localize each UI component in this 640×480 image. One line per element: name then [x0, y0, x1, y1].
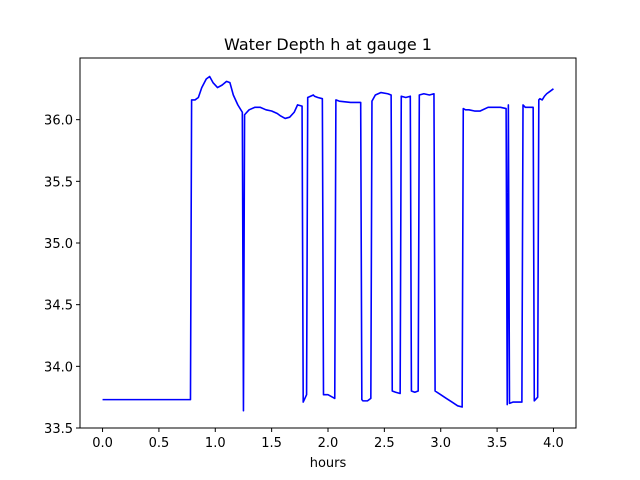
y-tick-label: 34.0: [44, 360, 73, 375]
x-axis-label: hours: [310, 456, 347, 471]
x-tick-label: 4.0: [543, 436, 564, 451]
x-tick-label: 1.0: [205, 436, 226, 451]
x-tick-label: 2.0: [318, 436, 339, 451]
y-tick-label: 36.0: [44, 114, 73, 129]
y-axis: 33.5 34.0 34.5 35.0 35.5 36.0: [44, 114, 80, 437]
x-tick-label: 0.0: [92, 436, 113, 451]
x-tick-label: 3.5: [487, 436, 508, 451]
x-axis: 0.0 0.5 1.0 1.5 2.0 2.5 3.0 3.5 4.0: [92, 428, 564, 451]
series-line: [102, 75, 554, 412]
y-tick-label: 35.5: [44, 175, 73, 190]
y-tick-label: 35.0: [44, 237, 73, 252]
x-tick-label: 3.0: [430, 436, 451, 451]
y-tick-label: 34.5: [44, 299, 73, 314]
x-tick-label: 2.5: [374, 436, 395, 451]
x-tick-label: 0.5: [149, 436, 170, 451]
y-tick-label: 33.5: [44, 422, 73, 437]
plot-content: [102, 75, 554, 412]
plot-frame: [79, 57, 577, 429]
x-tick-label: 1.5: [261, 436, 282, 451]
chart-title: Water Depth h at gauge 1: [224, 35, 432, 54]
